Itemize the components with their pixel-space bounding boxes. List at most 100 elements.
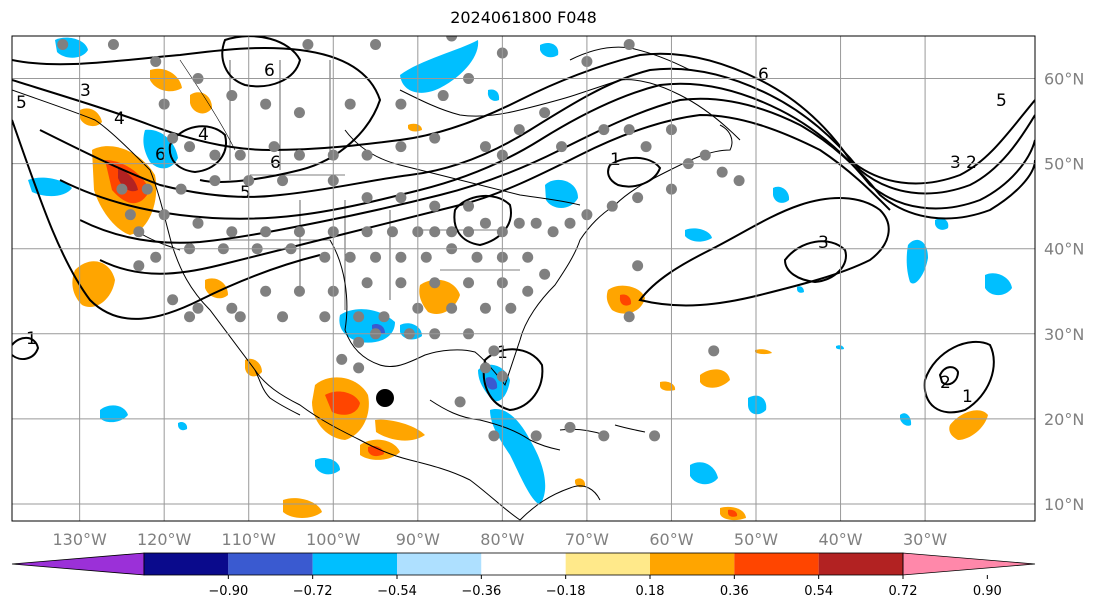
observation-dot	[133, 226, 145, 238]
observation-dot	[378, 311, 390, 323]
contour-label: 6	[155, 145, 166, 165]
colorbar-tick-label: 0.90	[973, 584, 1002, 599]
longitude-labels: 130°W 120°W 110°W 100°W 90°W 80°W 70°W 60°W 50°W…	[52, 530, 947, 549]
contour-label: 3	[80, 81, 91, 101]
contour-label: 5	[16, 93, 27, 113]
observation-dot	[429, 132, 441, 144]
observation-dot	[716, 166, 728, 178]
longitude-label: 50°W	[734, 530, 778, 549]
observation-dot	[361, 226, 373, 238]
observation-dot	[623, 311, 635, 323]
observation-dot	[395, 141, 407, 153]
observation-dot	[167, 294, 179, 306]
observation-dot	[124, 209, 136, 221]
observation-dot	[293, 149, 305, 161]
colorbar-segment	[734, 553, 819, 575]
observation-dot	[564, 421, 576, 433]
observation-dot	[513, 217, 525, 229]
observation-dot	[370, 39, 382, 51]
observation-dot	[505, 302, 517, 314]
contour-label: 5	[996, 91, 1007, 111]
observation-dot	[530, 430, 542, 442]
map-frame	[11, 35, 1036, 522]
contour-label: 5	[240, 183, 251, 203]
observation-dot	[260, 98, 272, 110]
observation-dot	[395, 98, 407, 110]
observation-dot	[260, 226, 272, 238]
observation-dot	[361, 192, 373, 204]
contour-label: 4	[114, 109, 125, 129]
colorbar-extend-low	[11, 552, 145, 576]
longitude-label: 40°W	[818, 530, 862, 549]
observation-dot	[192, 217, 204, 229]
observation-dot	[463, 200, 475, 212]
observation-dot	[353, 336, 365, 348]
contour-label: 3	[818, 233, 829, 253]
colorbar-tick-label: 0.72	[889, 584, 918, 599]
observation-dot	[446, 302, 458, 314]
positive-anomaly-shading	[72, 68, 988, 521]
colorbar-tick-label: −0.36	[461, 584, 501, 599]
observation-dot	[395, 251, 407, 263]
observation-dot	[302, 39, 314, 51]
observation-dot	[57, 39, 69, 51]
observation-dot	[539, 107, 551, 119]
observation-dot	[234, 311, 246, 323]
observation-dot	[107, 39, 119, 51]
observation-dot	[446, 226, 458, 238]
observation-dot	[260, 285, 272, 297]
colorbar-tick-label: 0.36	[720, 584, 749, 599]
colorbar-extend-high	[902, 552, 1036, 576]
observation-dot	[175, 183, 187, 195]
observation-dot	[632, 260, 644, 272]
contour-label: 3	[950, 153, 961, 173]
observation-dot	[522, 285, 534, 297]
contour-label: 1	[610, 150, 621, 170]
observation-dot	[370, 251, 382, 263]
observation-dot	[556, 141, 568, 153]
observation-dot	[547, 226, 559, 238]
observation-dot	[116, 183, 128, 195]
observation-dot	[488, 345, 500, 357]
observation-dot	[277, 311, 289, 323]
observation-dot	[192, 302, 204, 314]
colorbar-tick-label: −0.90	[208, 584, 248, 599]
observation-dot	[226, 90, 238, 102]
observation-dot	[708, 345, 720, 357]
observation-dot	[209, 175, 221, 187]
map-panel: 5 3 4 6 4 6 5 1 6 5 3 2 3 1 1 2 1 6	[12, 36, 1035, 521]
observation-dot	[513, 124, 525, 136]
contour-label: 1	[26, 329, 37, 349]
longitude-label: 80°W	[480, 530, 524, 549]
colorbar-tick-label: −0.72	[293, 584, 333, 599]
observation-dot	[429, 200, 441, 212]
observation-dot	[150, 56, 162, 68]
longitude-label: 90°W	[396, 530, 440, 549]
coastlines	[12, 46, 741, 521]
observation-dot	[733, 175, 745, 187]
colorbar-segment	[312, 553, 397, 575]
observation-dot	[395, 277, 407, 289]
observation-dot	[437, 90, 449, 102]
latitude-label: 50°N	[1044, 155, 1084, 174]
latitude-label: 40°N	[1044, 240, 1084, 259]
contour-label: 6	[264, 61, 275, 81]
latitude-label: 10°N	[1044, 495, 1084, 514]
observation-dot	[530, 217, 542, 229]
observation-dot	[632, 192, 644, 204]
observation-dot	[420, 251, 432, 263]
colorbar-segment	[481, 553, 566, 575]
observation-dot	[598, 124, 610, 136]
observation-dot	[598, 430, 610, 442]
grid-lines	[12, 36, 1035, 521]
contour-label: 2	[966, 153, 977, 173]
observation-dot	[344, 98, 356, 110]
colorbar-segment	[144, 553, 229, 575]
observation-dot	[319, 251, 331, 263]
latitude-label: 20°N	[1044, 410, 1084, 429]
observation-dot	[463, 277, 475, 289]
observation-dot	[226, 302, 238, 314]
colorbar-tick-label: −0.18	[546, 584, 586, 599]
observation-dot	[344, 251, 356, 263]
